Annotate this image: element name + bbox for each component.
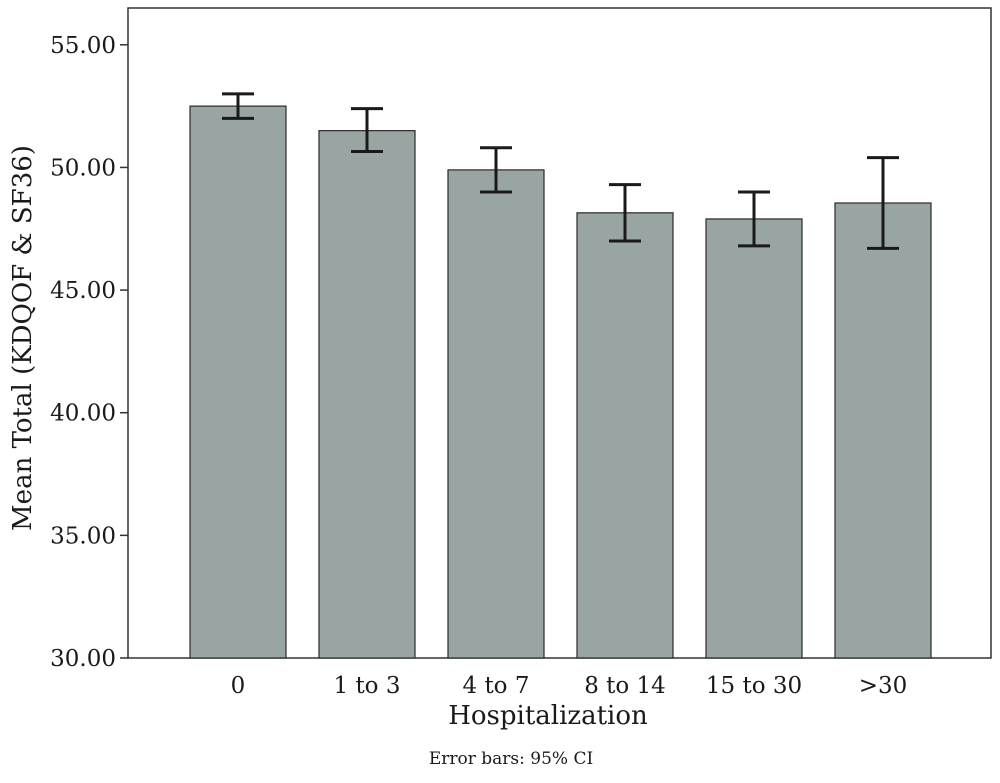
y-tick-label: 55.00: [50, 33, 116, 59]
bar: [447, 169, 545, 659]
y-tick-label: 50.00: [50, 155, 116, 181]
error-bars-footnote: Error bars: 95% CI: [429, 749, 593, 769]
x-tick-label: 4 to 7: [463, 673, 530, 699]
plot-frame: [127, 7, 992, 659]
x-tick-label: >30: [859, 673, 908, 699]
bar: [705, 218, 803, 659]
x-tick-label: 1 to 3: [334, 673, 401, 699]
y-tick-label: 45.00: [50, 278, 116, 304]
bar: [834, 202, 932, 659]
bar: [576, 212, 674, 659]
x-tick-label: 0: [231, 673, 246, 699]
x-axis-tick-labels: 0 1 to 3 4 to 7 8 to 14 15 to 30 >30: [231, 673, 908, 699]
y-tick-label: 35.00: [50, 523, 116, 549]
x-axis-title: Hospitalization: [448, 701, 648, 731]
y-tick-label: 30.00: [50, 646, 116, 672]
y-axis-ticks: 30.00 35.00 40.00 45.00 50.00 55.00: [50, 33, 128, 672]
error-bars: [222, 92, 899, 250]
y-tick-label: 40.00: [50, 401, 116, 427]
bars: [189, 105, 932, 659]
bar: [189, 105, 287, 659]
x-tick-label: 8 to 14: [584, 673, 666, 699]
bar: [318, 130, 416, 659]
x-tick-label: 15 to 30: [706, 673, 802, 699]
y-axis-title: Mean Total (KDQOF & SF36): [8, 145, 38, 531]
